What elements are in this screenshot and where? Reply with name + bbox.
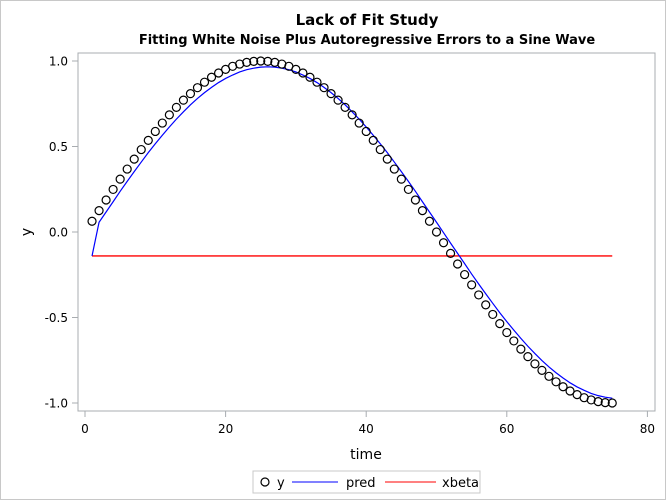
- data-point-y: [298, 68, 308, 78]
- x-tick-label: 60: [499, 422, 514, 436]
- data-point-y: [87, 216, 97, 226]
- data-point-y: [136, 144, 146, 155]
- y-tick-label: -0.5: [45, 311, 68, 325]
- data-point-y: [256, 56, 266, 66]
- data-point-y: [150, 126, 160, 137]
- plot-frame: [77, 52, 656, 412]
- data-point-y: [347, 110, 357, 120]
- data-point-y: [452, 259, 463, 269]
- data-point-y: [361, 126, 371, 137]
- data-point-y: [558, 382, 568, 392]
- chart-title: Lack of Fit Study: [296, 11, 439, 29]
- data-point-y: [600, 398, 610, 408]
- data-point-y: [530, 359, 540, 369]
- legend-marker-y: [260, 477, 270, 487]
- y-tick-label: 1.0: [49, 55, 68, 69]
- x-tick-label: 20: [218, 422, 233, 436]
- data-point-y: [94, 206, 104, 216]
- data-point-y: [424, 216, 435, 226]
- data-point-y: [368, 135, 378, 145]
- data-point-y: [178, 95, 189, 105]
- data-point-y: [474, 290, 484, 300]
- data-point-y: [403, 184, 413, 195]
- data-point-y: [551, 377, 561, 387]
- data-point-y: [235, 59, 245, 69]
- data-point-y: [495, 319, 505, 329]
- data-point-y: [199, 77, 210, 87]
- data-point-y: [206, 72, 217, 82]
- data-point-y: [354, 118, 364, 128]
- data-point-y: [122, 164, 132, 174]
- data-point-y: [291, 64, 301, 74]
- data-point-y: [438, 238, 449, 248]
- data-point-y: [544, 371, 554, 381]
- data-point-y: [249, 56, 259, 66]
- y-tick-label: 0.5: [49, 140, 68, 154]
- data-point-y: [171, 102, 181, 112]
- x-tick-label: 0: [81, 422, 89, 436]
- data-point-y: [129, 154, 139, 164]
- y-tick-label: -1.0: [45, 397, 68, 411]
- chart-subtitle: Fitting White Noise Plus Autoregressive …: [139, 33, 596, 48]
- data-point-y: [242, 57, 252, 67]
- data-point-y: [115, 174, 125, 184]
- x-tick-label: 40: [359, 422, 374, 436]
- data-point-y: [382, 154, 392, 164]
- data-point-y: [565, 386, 575, 396]
- data-point-y: [396, 174, 406, 184]
- data-point-y: [192, 83, 203, 93]
- data-point-y: [523, 352, 533, 362]
- data-point-y: [417, 206, 428, 216]
- data-point-y: [593, 397, 603, 407]
- data-point-y: [326, 89, 336, 99]
- y-axis-label: y: [19, 228, 35, 236]
- data-point-y: [312, 77, 322, 87]
- data-point-y: [101, 195, 111, 205]
- data-point-y: [319, 83, 329, 93]
- data-point-y: [445, 248, 456, 258]
- data-point-y: [375, 144, 385, 155]
- data-point-y: [488, 309, 498, 320]
- data-point-y: [431, 227, 442, 237]
- data-point-y: [467, 280, 477, 290]
- y-tick-label: 0.0: [49, 226, 68, 240]
- data-point-y: [333, 95, 343, 105]
- data-point-y: [586, 395, 596, 405]
- data-point-y: [185, 89, 196, 99]
- data-point-y: [108, 184, 118, 195]
- data-point-y: [213, 68, 224, 78]
- data-point-y: [164, 110, 174, 120]
- legend-label-y: y: [277, 476, 285, 491]
- data-point-y: [607, 398, 617, 408]
- data-point-y: [340, 102, 350, 112]
- data-point-y: [143, 135, 153, 145]
- data-point-y: [270, 57, 280, 67]
- data-point-y: [410, 195, 421, 205]
- data-point-y: [481, 300, 491, 310]
- data-point-y: [516, 344, 526, 354]
- legend: y pred xbeta: [252, 470, 481, 494]
- data-point-y: [389, 164, 399, 174]
- data-point-y: [509, 336, 519, 346]
- data-point-y: [305, 72, 315, 82]
- legend-label-pred: pred: [346, 476, 376, 491]
- legend-label-xbeta: xbeta: [442, 476, 479, 491]
- data-point-y: [460, 269, 470, 280]
- series-line-pred: [91, 66, 613, 399]
- data-point-y: [502, 327, 512, 338]
- x-tick-label: 80: [640, 422, 655, 436]
- x-axis-label: time: [350, 447, 382, 463]
- data-point-y: [263, 56, 273, 66]
- data-point-y: [537, 365, 547, 375]
- data-point-y: [157, 118, 167, 128]
